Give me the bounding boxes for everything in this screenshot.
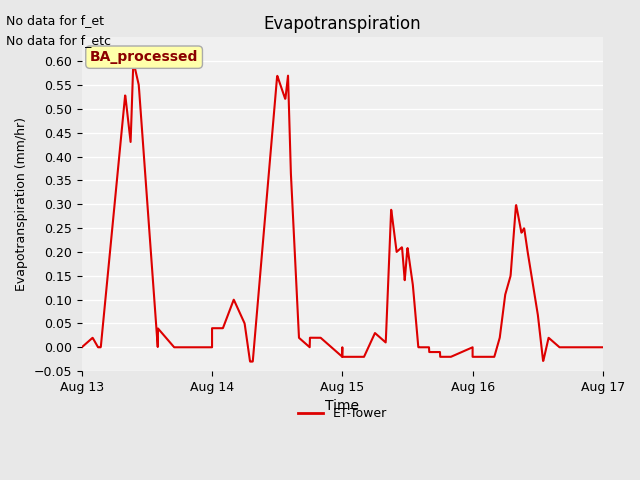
Text: No data for f_etc: No data for f_etc [6, 34, 111, 47]
Title: Evapotranspiration: Evapotranspiration [264, 15, 421, 33]
X-axis label: Time: Time [325, 399, 359, 413]
Legend: ET-Tower: ET-Tower [292, 402, 392, 425]
Text: BA_processed: BA_processed [90, 50, 198, 64]
Y-axis label: Evapotranspiration (mm/hr): Evapotranspiration (mm/hr) [15, 117, 28, 291]
Text: No data for f_et: No data for f_et [6, 14, 104, 27]
